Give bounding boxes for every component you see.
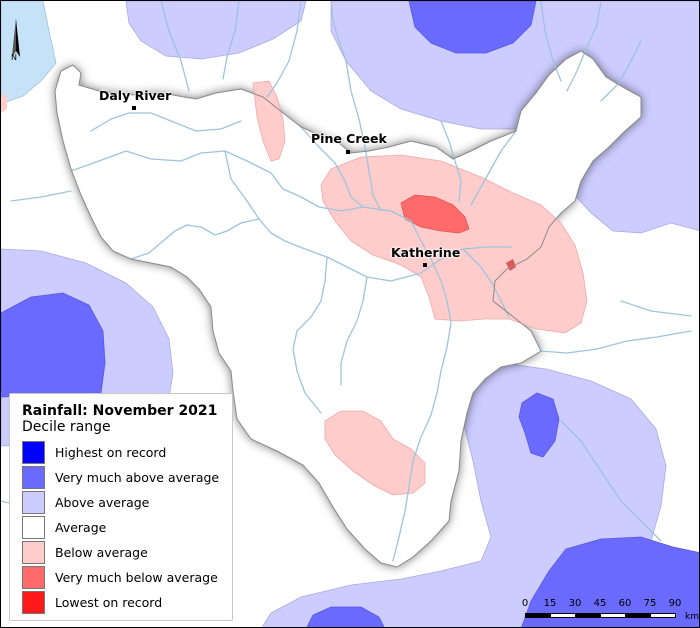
legend-label: Very much below average xyxy=(55,570,218,585)
legend-swatch xyxy=(22,591,45,614)
legend-item: Lowest on record xyxy=(22,590,232,615)
scale-segment xyxy=(625,613,651,618)
scale-tick-label: 45 xyxy=(593,598,607,609)
map-legend: Rainfall: November 2021 Decile range Hig… xyxy=(9,393,233,621)
legend-label: Highest on record xyxy=(55,445,167,460)
legend-swatch xyxy=(22,466,45,489)
legend-label: Lowest on record xyxy=(55,595,163,610)
legend-item: Below average xyxy=(22,540,232,565)
scale-segment xyxy=(600,613,626,618)
north-label: N xyxy=(11,53,17,62)
legend-swatch xyxy=(22,566,45,589)
scale-segment xyxy=(550,613,576,618)
legend-swatch xyxy=(22,491,45,514)
scale-tick-label: 60 xyxy=(618,598,632,609)
legend-label: Average xyxy=(55,520,107,535)
legend-item: Very much above average xyxy=(22,465,232,490)
scale-tick-label: 15 xyxy=(543,598,557,609)
town-marker-daly-river xyxy=(132,106,136,110)
legend-title: Rainfall: November 2021 xyxy=(22,403,218,419)
town-marker-katherine xyxy=(423,263,427,267)
legend-list: Highest on record Very much above averag… xyxy=(22,440,232,615)
legend-label: Above average xyxy=(55,495,150,510)
scale-tick-label: 0 xyxy=(521,598,529,609)
legend-item: Highest on record xyxy=(22,440,232,465)
legend-swatch xyxy=(22,541,45,564)
legend-label: Very much above average xyxy=(55,470,220,485)
legend-subtitle: Decile range xyxy=(22,419,111,435)
legend-item: Very much below average xyxy=(22,565,232,590)
scale-segment xyxy=(650,613,676,618)
scale-tick-label: 90 xyxy=(668,598,682,609)
legend-swatch xyxy=(22,516,45,539)
legend-item: Average xyxy=(22,515,232,540)
place-label-katherine: Katherine xyxy=(391,245,461,260)
legend-swatch xyxy=(22,441,45,464)
place-label-daly-river: Daly River xyxy=(99,88,172,103)
scale-segment xyxy=(525,613,551,618)
legend-label: Below average xyxy=(55,545,148,560)
scale-tick-label: 30 xyxy=(568,598,582,609)
scale-unit: km xyxy=(685,612,699,622)
scale-segment xyxy=(575,613,601,618)
north-arrow-icon xyxy=(12,19,20,57)
town-marker-pine-creek xyxy=(346,150,350,154)
scale-bar: 0 15 30 45 60 75 90 km xyxy=(520,598,699,622)
scale-tick-label: 75 xyxy=(643,598,657,609)
place-label-pine-creek: Pine Creek xyxy=(311,131,387,146)
legend-item: Above average xyxy=(22,490,232,515)
